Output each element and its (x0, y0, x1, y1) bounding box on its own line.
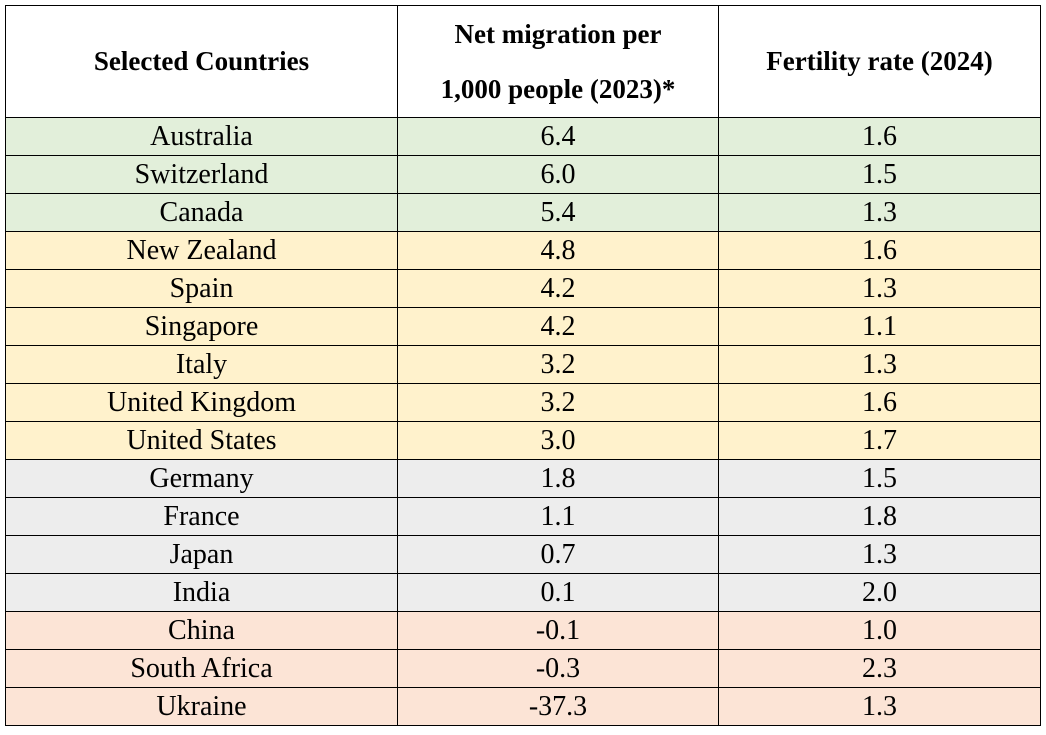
fertility-rate-cell: 1.8 (718, 497, 1041, 536)
fertility-rate-cell: 2.0 (718, 573, 1041, 612)
country-cell: Spain (5, 269, 398, 308)
net-migration-cell: 4.2 (397, 269, 719, 308)
table-row: United Kingdom 3.2 1.6 (5, 383, 1041, 422)
table-row: China -0.1 1.0 (5, 611, 1041, 650)
table-row: Ukraine -37.3 1.3 (5, 687, 1041, 726)
country-cell: Italy (5, 345, 398, 384)
migration-fertility-table: Selected Countries Net migration per 1,0… (5, 5, 1041, 726)
fertility-rate-cell: 1.3 (718, 687, 1041, 726)
table-row: Australia 6.4 1.6 (5, 117, 1041, 156)
table-row: Singapore 4.2 1.1 (5, 307, 1041, 346)
table-row: Italy 3.2 1.3 (5, 345, 1041, 384)
net-migration-cell: 0.7 (397, 535, 719, 574)
header-fertility-rate: Fertility rate (2024) (718, 5, 1041, 118)
net-migration-cell: 5.4 (397, 193, 719, 232)
header-net-migration: Net migration per 1,000 people (2023)* (397, 5, 719, 118)
country-cell: Switzerland (5, 155, 398, 194)
net-migration-cell: 0.1 (397, 573, 719, 612)
net-migration-cell: 3.2 (397, 383, 719, 422)
fertility-rate-cell: 1.3 (718, 193, 1041, 232)
country-cell: France (5, 497, 398, 536)
table-row: Canada 5.4 1.3 (5, 193, 1041, 232)
fertility-rate-cell: 1.3 (718, 535, 1041, 574)
fertility-rate-cell: 1.6 (718, 383, 1041, 422)
table-row: India 0.1 2.0 (5, 573, 1041, 612)
country-cell: New Zealand (5, 231, 398, 270)
country-cell: United States (5, 421, 398, 460)
net-migration-cell: 3.2 (397, 345, 719, 384)
net-migration-cell: 6.0 (397, 155, 719, 194)
fertility-rate-cell: 2.3 (718, 649, 1041, 688)
country-cell: Ukraine (5, 687, 398, 726)
net-migration-cell: 4.8 (397, 231, 719, 270)
net-migration-cell: -37.3 (397, 687, 719, 726)
header-fertility-label: Fertility rate (2024) (766, 46, 993, 76)
country-cell: United Kingdom (5, 383, 398, 422)
fertility-rate-cell: 1.5 (718, 155, 1041, 194)
country-cell: Canada (5, 193, 398, 232)
table-row: Switzerland 6.0 1.5 (5, 155, 1041, 194)
fertility-rate-cell: 1.3 (718, 269, 1041, 308)
fertility-rate-cell: 1.1 (718, 307, 1041, 346)
country-cell: Singapore (5, 307, 398, 346)
table-row: Germany 1.8 1.5 (5, 459, 1041, 498)
net-migration-cell: 3.0 (397, 421, 719, 460)
fertility-rate-cell: 1.0 (718, 611, 1041, 650)
header-migration-line1: Net migration per (454, 18, 662, 49)
table-row: Japan 0.7 1.3 (5, 535, 1041, 574)
table-header: Selected Countries Net migration per 1,0… (5, 5, 1041, 118)
header-row: Selected Countries Net migration per 1,0… (5, 5, 1041, 118)
table-row: South Africa -0.3 2.3 (5, 649, 1041, 688)
fertility-rate-cell: 1.7 (718, 421, 1041, 460)
net-migration-cell: 1.1 (397, 497, 719, 536)
table-row: Spain 4.2 1.3 (5, 269, 1041, 308)
table-row: United States 3.0 1.7 (5, 421, 1041, 460)
country-cell: Japan (5, 535, 398, 574)
header-country-label: Selected Countries (93, 46, 310, 76)
table-body: Australia 6.4 1.6 Switzerland 6.0 1.5 Canada 5.… (5, 117, 1041, 726)
net-migration-cell: 6.4 (397, 117, 719, 156)
net-migration-cell: 4.2 (397, 307, 719, 346)
header-migration-line2: 1,000 people (2023)* (440, 73, 676, 104)
country-cell: India (5, 573, 398, 612)
country-cell: Australia (5, 117, 398, 156)
country-cell: South Africa (5, 649, 398, 688)
table-row: France 1.1 1.8 (5, 497, 1041, 536)
fertility-rate-cell: 1.5 (718, 459, 1041, 498)
country-cell: China (5, 611, 398, 650)
fertility-rate-cell: 1.3 (718, 345, 1041, 384)
country-cell: Germany (5, 459, 398, 498)
net-migration-cell: -0.1 (397, 611, 719, 650)
header-selected-countries: Selected Countries (5, 5, 398, 118)
net-migration-cell: 1.8 (397, 459, 719, 498)
table-row: New Zealand 4.8 1.6 (5, 231, 1041, 270)
fertility-rate-cell: 1.6 (718, 231, 1041, 270)
net-migration-cell: -0.3 (397, 649, 719, 688)
fertility-rate-cell: 1.6 (718, 117, 1041, 156)
